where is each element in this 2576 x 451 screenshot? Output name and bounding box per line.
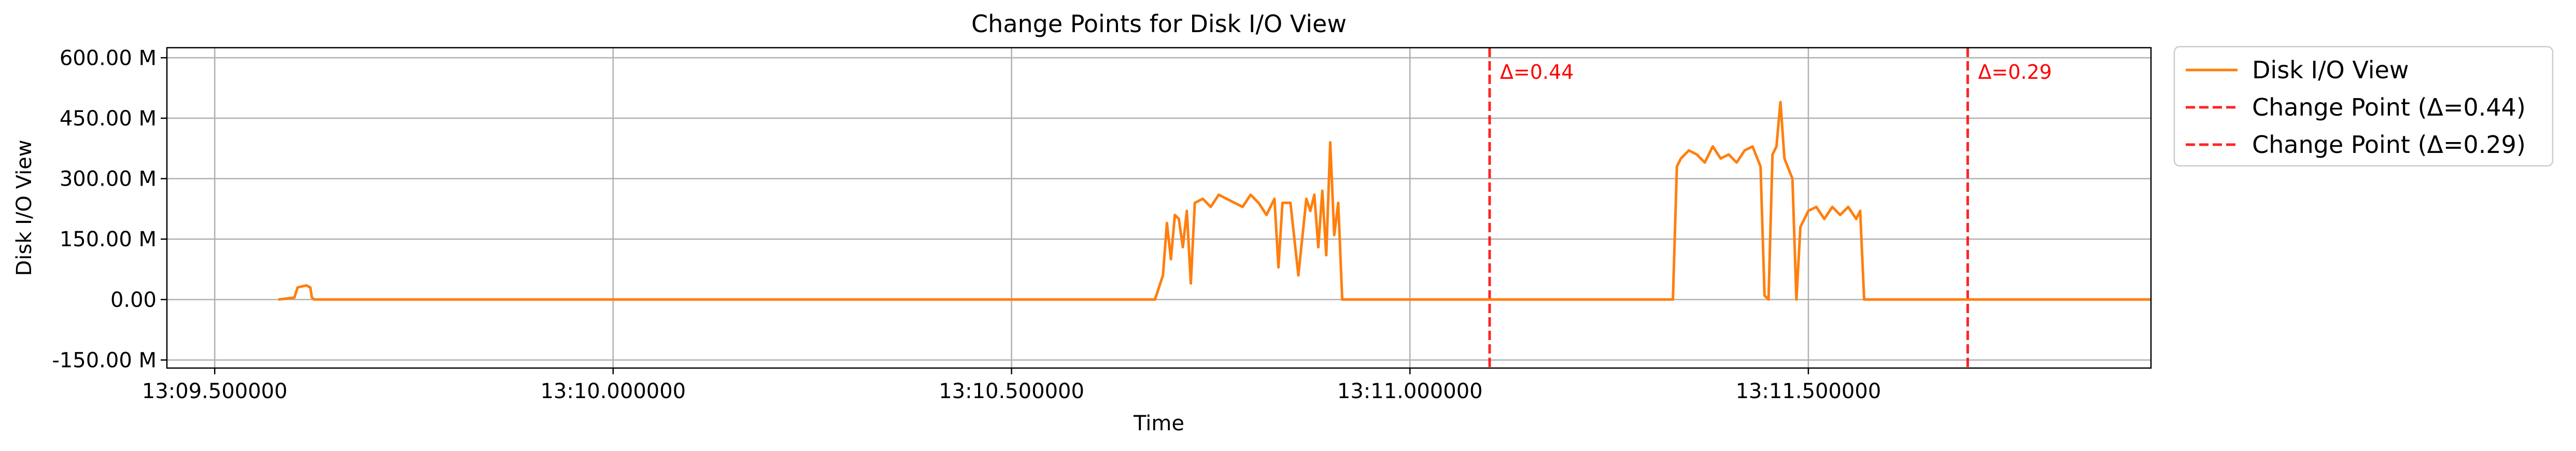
change-point-annotations: Δ=0.44 Δ=0.29 bbox=[1500, 61, 2052, 83]
change-point-annotation: Δ=0.44 bbox=[1500, 61, 1574, 83]
x-axis-ticks: 13:09.500000 13:10.000000 13:10.500000 13:1… bbox=[142, 368, 1881, 403]
x-tick-label: 13:10.000000 bbox=[541, 379, 686, 403]
y-tick-label: 150.00 M bbox=[60, 228, 157, 251]
y-axis-label: Disk I/O View bbox=[12, 139, 36, 276]
y-tick-label: 0.00 bbox=[110, 288, 157, 312]
x-tick-label: 13:11.500000 bbox=[1736, 379, 1881, 403]
y-tick-label: 600.00 M bbox=[60, 46, 157, 70]
change-point-annotation: Δ=0.29 bbox=[1978, 61, 2051, 83]
y-tick-label: 300.00 M bbox=[60, 167, 157, 191]
plot-frame bbox=[166, 47, 2152, 369]
x-tick-label: 13:11.000000 bbox=[1337, 379, 1483, 403]
legend-box bbox=[2173, 46, 2554, 167]
legend-label: Disk I/O View bbox=[2252, 56, 2409, 84]
legend-label: Change Point (Δ=0.44) bbox=[2252, 93, 2526, 121]
x-tick-label: 13:10.500000 bbox=[939, 379, 1084, 403]
x-tick-label: 13:09.500000 bbox=[142, 379, 288, 403]
legend: Disk I/O View Change Point (Δ=0.44) Change… bbox=[2173, 46, 2554, 167]
x-axis-label: Time bbox=[1133, 412, 1184, 435]
legend-label: Change Point (Δ=0.29) bbox=[2252, 131, 2526, 159]
y-tick-label: -150.00 M bbox=[52, 348, 157, 372]
series-line-disk-io-view bbox=[278, 101, 2151, 301]
y-axis-ticks: -150.00 M 0.00 150.00 M 300.00 M 450.00 M 600… bbox=[52, 46, 167, 372]
y-tick-label: 450.00 M bbox=[60, 107, 157, 131]
chart-title: Change Points for Disk I/O View bbox=[971, 10, 1347, 38]
grid-lines bbox=[167, 48, 2151, 368]
series-lines bbox=[278, 101, 2151, 301]
